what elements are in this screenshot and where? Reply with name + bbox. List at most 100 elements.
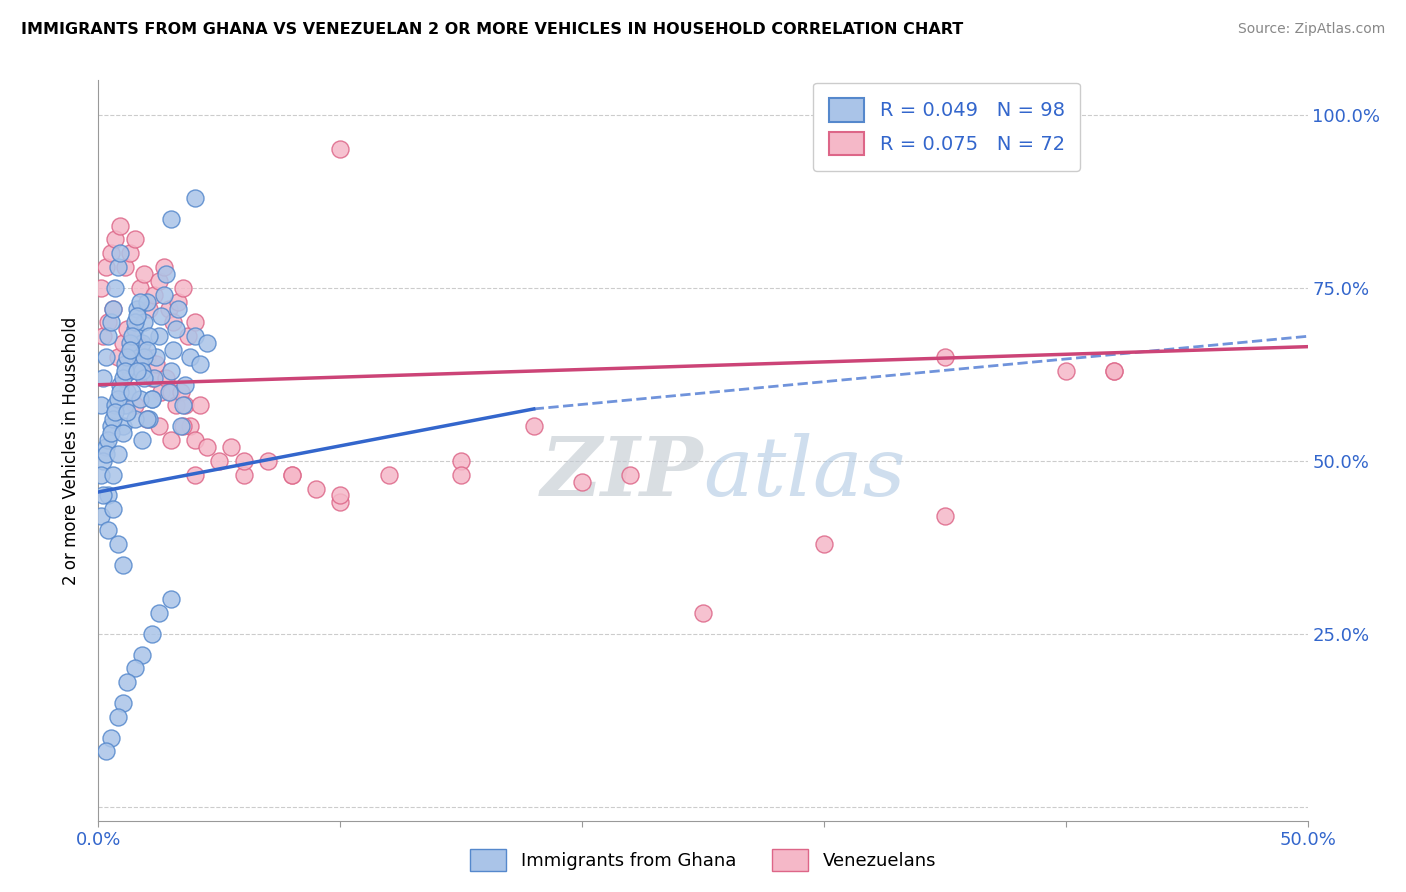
Point bbox=[121, 350, 143, 364]
Point bbox=[148, 274, 170, 288]
Point bbox=[232, 454, 254, 468]
Point bbox=[117, 384, 139, 399]
Point bbox=[107, 260, 129, 274]
Point bbox=[90, 467, 112, 482]
Point bbox=[127, 309, 149, 323]
Point bbox=[94, 350, 117, 364]
Point bbox=[172, 281, 194, 295]
Point bbox=[104, 399, 127, 413]
Point bbox=[162, 343, 184, 358]
Point bbox=[141, 392, 163, 406]
Point bbox=[117, 350, 139, 364]
Point bbox=[104, 405, 127, 419]
Point bbox=[184, 433, 207, 447]
Point bbox=[118, 364, 141, 378]
Y-axis label: 2 or more Vehicles in Household: 2 or more Vehicles in Household bbox=[62, 317, 80, 584]
Point bbox=[108, 246, 131, 260]
Point bbox=[101, 301, 124, 316]
Point bbox=[1102, 364, 1125, 378]
Point bbox=[111, 696, 134, 710]
Point bbox=[135, 412, 157, 426]
Point bbox=[167, 294, 190, 309]
Point bbox=[208, 454, 231, 468]
Point bbox=[91, 329, 114, 343]
Point bbox=[117, 322, 139, 336]
Point bbox=[131, 433, 153, 447]
Point bbox=[174, 377, 197, 392]
Point bbox=[97, 523, 120, 537]
Point bbox=[184, 315, 207, 329]
Point bbox=[184, 467, 207, 482]
Point bbox=[124, 232, 146, 246]
Text: IMMIGRANTS FROM GHANA VS VENEZUELAN 2 OR MORE VEHICLES IN HOUSEHOLD CORRELATION : IMMIGRANTS FROM GHANA VS VENEZUELAN 2 OR… bbox=[21, 22, 963, 37]
Point bbox=[305, 482, 328, 496]
Point bbox=[94, 447, 117, 461]
Point bbox=[160, 364, 183, 378]
Point bbox=[107, 710, 129, 724]
Point bbox=[114, 364, 136, 378]
Point bbox=[157, 384, 180, 399]
Point bbox=[118, 246, 141, 260]
Point bbox=[148, 606, 170, 620]
Point bbox=[232, 467, 254, 482]
Point bbox=[131, 336, 153, 351]
Point bbox=[117, 675, 139, 690]
Point bbox=[160, 433, 183, 447]
Point bbox=[118, 336, 141, 351]
Point bbox=[97, 433, 120, 447]
Point bbox=[179, 419, 201, 434]
Point bbox=[111, 336, 134, 351]
Point bbox=[256, 454, 278, 468]
Point bbox=[134, 267, 156, 281]
Point bbox=[172, 419, 194, 434]
Point bbox=[155, 371, 177, 385]
Point bbox=[692, 606, 714, 620]
Point bbox=[135, 343, 157, 358]
Point bbox=[124, 315, 146, 329]
Point bbox=[128, 281, 150, 295]
Point bbox=[1054, 364, 1077, 378]
Point bbox=[160, 592, 183, 607]
Point bbox=[135, 294, 157, 309]
Point bbox=[188, 357, 211, 371]
Point bbox=[108, 219, 131, 233]
Point bbox=[148, 419, 170, 434]
Point bbox=[114, 260, 136, 274]
Point bbox=[141, 627, 163, 641]
Point bbox=[127, 364, 149, 378]
Point bbox=[184, 191, 207, 205]
Point bbox=[148, 329, 170, 343]
Point bbox=[523, 419, 546, 434]
Point bbox=[100, 426, 122, 441]
Point bbox=[934, 350, 956, 364]
Point bbox=[152, 260, 174, 274]
Point bbox=[104, 281, 127, 295]
Point bbox=[141, 371, 163, 385]
Point bbox=[97, 488, 120, 502]
Point bbox=[100, 419, 122, 434]
Point bbox=[124, 399, 146, 413]
Point bbox=[111, 426, 134, 441]
Point bbox=[127, 336, 149, 351]
Point bbox=[162, 315, 184, 329]
Point bbox=[101, 467, 124, 482]
Point bbox=[152, 287, 174, 301]
Point bbox=[221, 440, 243, 454]
Point bbox=[104, 232, 127, 246]
Point bbox=[97, 329, 120, 343]
Point bbox=[121, 343, 143, 358]
Point bbox=[450, 467, 472, 482]
Point bbox=[141, 392, 163, 406]
Point bbox=[145, 357, 167, 371]
Point bbox=[90, 281, 112, 295]
Point bbox=[188, 399, 211, 413]
Point bbox=[172, 399, 194, 413]
Point bbox=[94, 744, 117, 758]
Point bbox=[94, 260, 117, 274]
Point bbox=[134, 315, 156, 329]
Point bbox=[131, 648, 153, 662]
Point bbox=[117, 405, 139, 419]
Point bbox=[184, 329, 207, 343]
Legend: R = 0.049   N = 98, R = 0.075   N = 72: R = 0.049 N = 98, R = 0.075 N = 72 bbox=[814, 83, 1080, 171]
Point bbox=[101, 502, 124, 516]
